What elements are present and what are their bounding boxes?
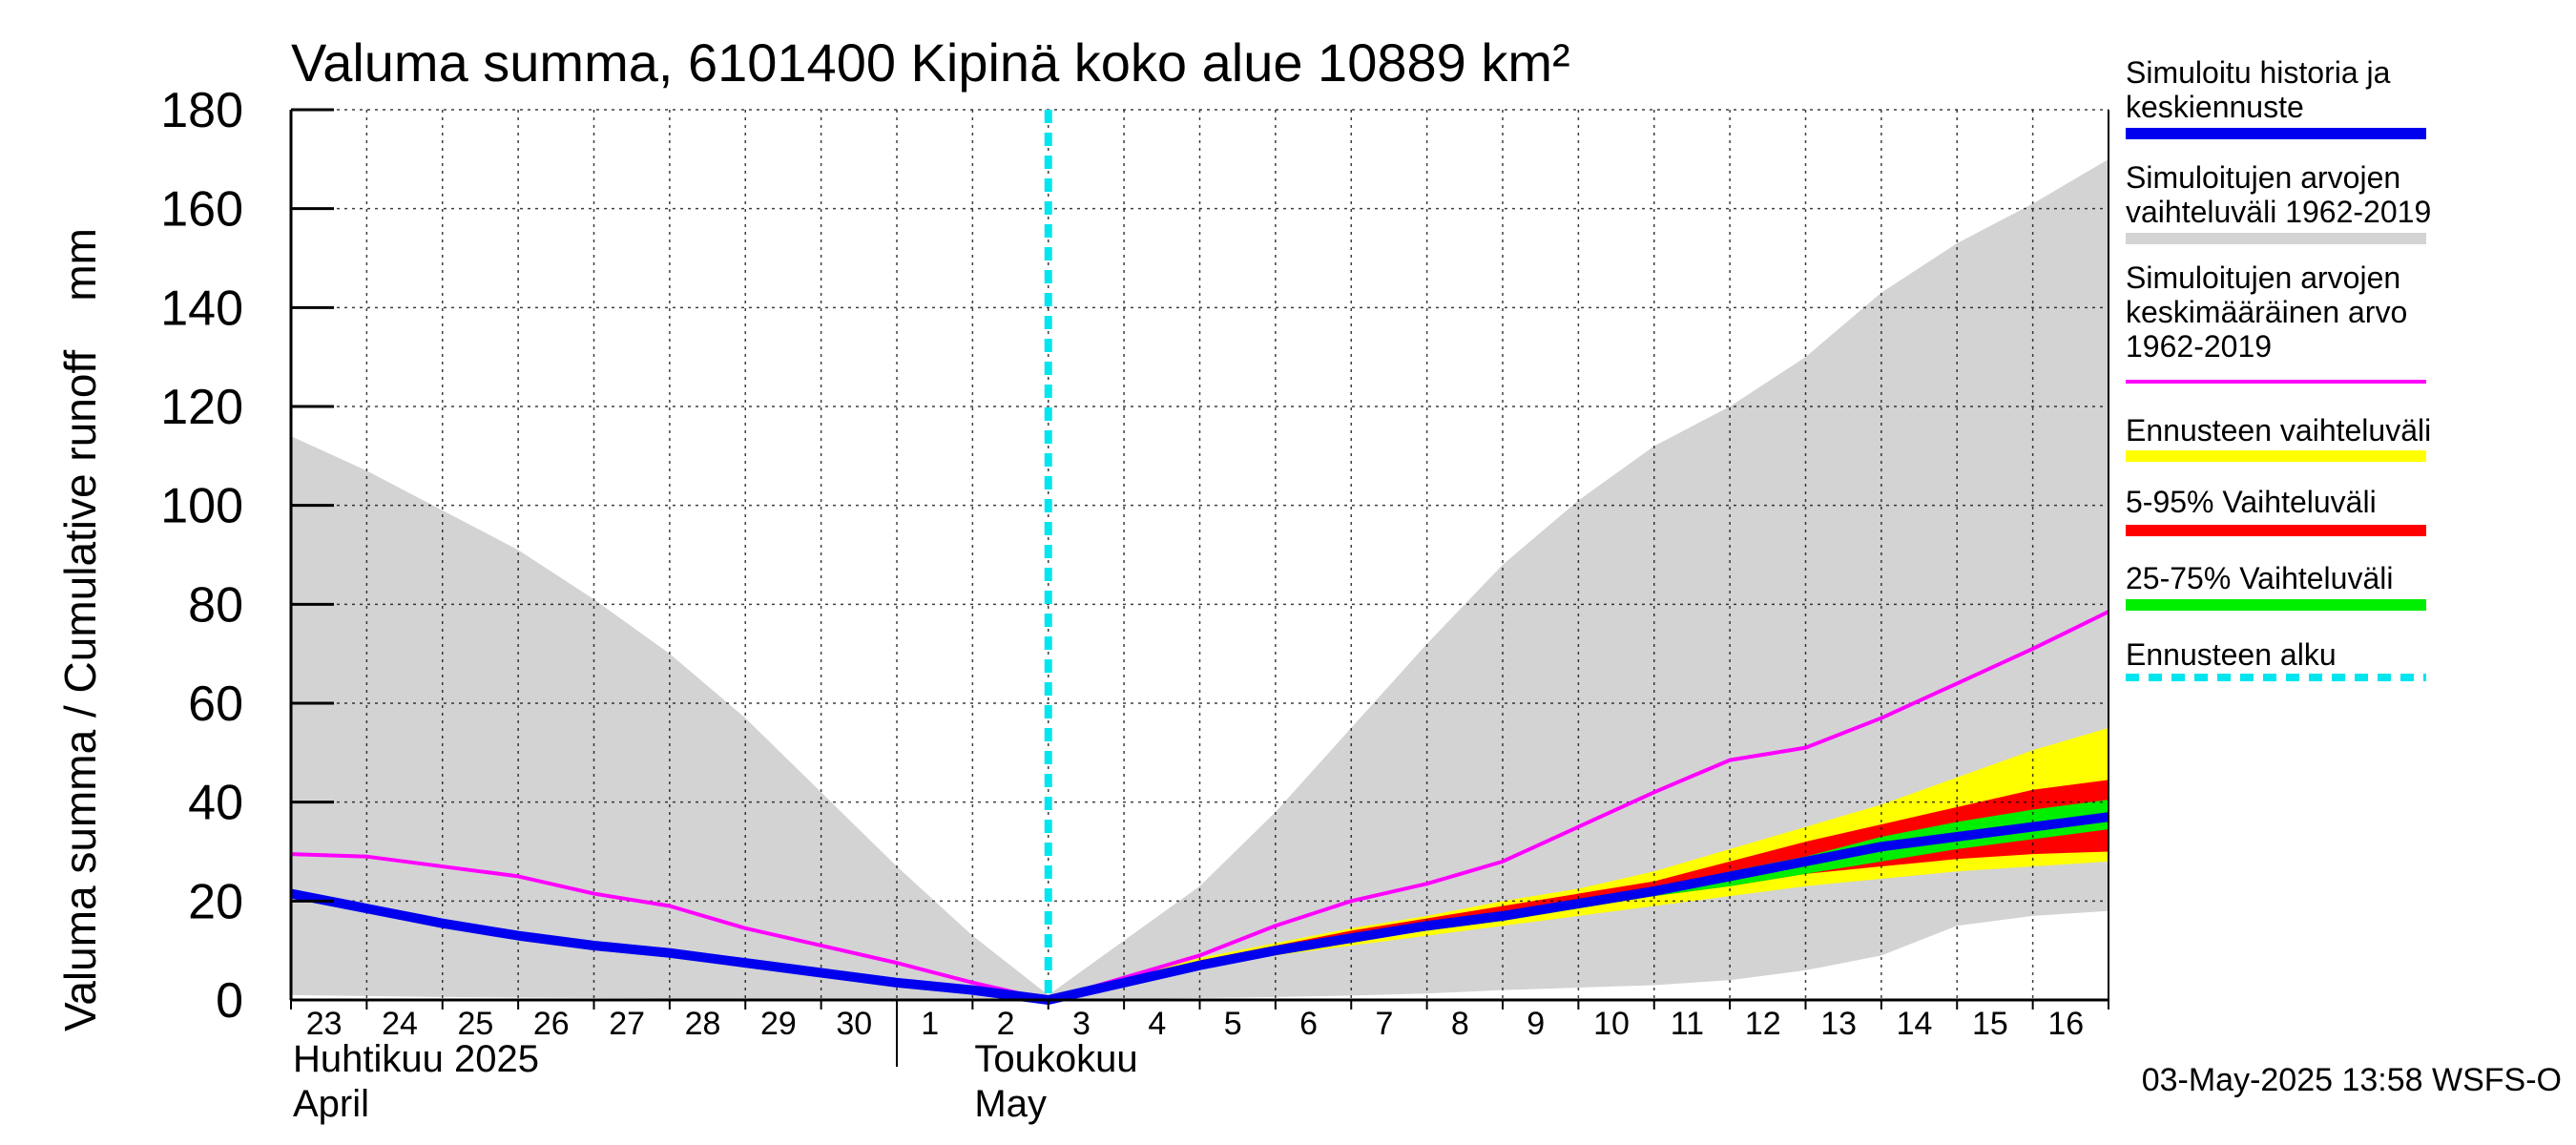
x-tick-label: 15 [1972, 1006, 2008, 1042]
month-label: Huhtikuu 2025 [293, 1038, 539, 1080]
y-tick-label: 160 [160, 182, 243, 238]
y-tick-label: 120 [160, 380, 243, 435]
legend-label: Simuloitujen arvojen [2126, 160, 2400, 195]
x-tick-label: 23 [306, 1006, 343, 1042]
month-label-en: April [293, 1083, 369, 1125]
x-tick-label: 30 [836, 1006, 872, 1042]
y-tick-label: 60 [188, 677, 243, 732]
timestamp: 03-May-2025 13:58 WSFS-O [2142, 1062, 2562, 1098]
x-tick-label: 27 [609, 1006, 645, 1042]
y-tick-label: 20 [188, 874, 243, 929]
legend-label: 5-95% Vaihteluväli [2126, 485, 2377, 519]
y-axis-label: Valuma summa / Cumulative runoff mm [55, 228, 105, 1031]
x-tick-label: 28 [685, 1006, 721, 1042]
x-tick-label: 9 [1527, 1006, 1545, 1042]
legend-label: Ennusteen vaihteluväli [2126, 413, 2431, 448]
legend-label: Simuloitujen arvojen [2126, 260, 2400, 295]
x-tick-label: 25 [458, 1006, 494, 1042]
x-tick-label: 16 [2047, 1006, 2084, 1042]
x-tick-label: 10 [1593, 1006, 1630, 1042]
mean-line [290, 610, 2109, 1002]
legend-label: Simuloitu historia ja [2126, 55, 2391, 90]
legend-label: 25-75% Vaihteluväli [2126, 561, 2393, 595]
legend-label: Ennusteen alku [2126, 637, 2337, 672]
simulated-forecast-line [290, 812, 2109, 1005]
x-tick-label: 1 [921, 1006, 939, 1042]
x-tick-label: 29 [760, 1006, 797, 1042]
x-tick-label: 6 [1299, 1006, 1318, 1042]
x-tick-label: 8 [1451, 1006, 1469, 1042]
legend-label: keskiennuste [2126, 90, 2304, 124]
month-label: Toukokuu [974, 1038, 1137, 1080]
x-tick-label: 11 [1671, 1006, 1704, 1042]
x-tick-label: 13 [1820, 1006, 1857, 1042]
x-tick-label: 7 [1375, 1006, 1393, 1042]
x-tick-label: 4 [1148, 1006, 1166, 1042]
legend-label: vaihteluväli 1962-2019 [2126, 195, 2431, 229]
y-tick-label: 40 [188, 776, 243, 831]
x-tick-label: 2 [997, 1006, 1015, 1042]
y-tick-label: 80 [188, 577, 243, 633]
month-label-en: May [974, 1083, 1047, 1125]
x-tick-label: 26 [533, 1006, 570, 1042]
y-tick-label: 140 [160, 281, 243, 336]
x-tick-label: 3 [1072, 1006, 1091, 1042]
y-tick-label: 0 [216, 973, 243, 1029]
y-tick-label: 180 [160, 83, 243, 138]
x-tick-label: 12 [1745, 1006, 1781, 1042]
chart-title: Valuma summa, 6101400 Kipinä koko alue 1… [291, 32, 1570, 93]
x-tick-label: 5 [1224, 1006, 1242, 1042]
legend-label: 1962-2019 [2126, 329, 2272, 364]
x-tick-label: 14 [1897, 1006, 1933, 1042]
legend-label: keskimääräinen arvo [2126, 295, 2407, 329]
y-tick-label: 100 [160, 479, 243, 534]
x-tick-label: 24 [382, 1006, 418, 1042]
